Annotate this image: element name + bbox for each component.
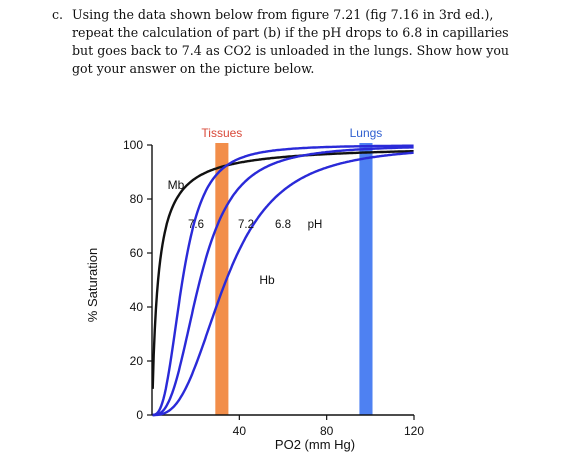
tissues-band-label: Tissues <box>201 126 242 140</box>
lungs-band <box>359 143 373 415</box>
mb-label: Mb <box>168 178 185 192</box>
bands-layer: Tissues Lungs <box>201 126 382 415</box>
ph-7-6-label: 7.6 <box>188 219 204 231</box>
question-line-2: repeat the calculation of part (b) if th… <box>72 25 509 40</box>
x-tick-label-120: 120 <box>404 424 424 438</box>
x-tick-label-40: 40 <box>233 424 247 438</box>
y-tick-label-80: 80 <box>130 192 144 206</box>
question-line-3: but goes back to 7.4 as CO2 is unloaded … <box>72 43 510 58</box>
axes-layer <box>151 145 414 416</box>
question-line-4: got your answer on the picture below. <box>72 61 315 76</box>
series-layer <box>151 144 414 417</box>
labels-layer: % Saturation PO2 (mm Hg) Mb 7.6 7.2 6.8 … <box>85 178 355 452</box>
y-tick-label-20: 20 <box>130 354 144 368</box>
question-block: c. Using the data shown below from figure… <box>52 6 572 78</box>
x-axis-label: PO2 (mm Hg) <box>275 437 355 452</box>
question-label: c. <box>52 7 64 22</box>
lungs-band-label: Lungs <box>350 126 383 140</box>
curve-mb <box>151 149 414 389</box>
ph-label: pH <box>308 219 323 231</box>
y-tick-label-0: 0 <box>136 408 143 422</box>
y-tick-label-60: 60 <box>130 246 144 260</box>
y-tick-label-100: 100 <box>123 138 143 152</box>
y-axis-label: % Saturation <box>85 248 100 322</box>
x-tick-label-80: 80 <box>320 424 334 438</box>
question-line-1: c. Using the data shown below from figure… <box>52 6 572 24</box>
y-tick-label-40: 40 <box>130 300 144 314</box>
ticks-layer: 0 20 40 60 80 100 40 80 120 <box>123 138 424 438</box>
curve-7-6 <box>152 144 414 417</box>
hb-label: Hb <box>259 273 275 287</box>
curve-6-8 <box>152 151 414 417</box>
question-text-1: Using the data shown below from figure 7… <box>72 7 494 22</box>
ph-7-2-label: 7.2 <box>238 219 254 231</box>
curve-7-2 <box>152 146 414 417</box>
ph-6-8-label: 6.8 <box>275 219 291 231</box>
